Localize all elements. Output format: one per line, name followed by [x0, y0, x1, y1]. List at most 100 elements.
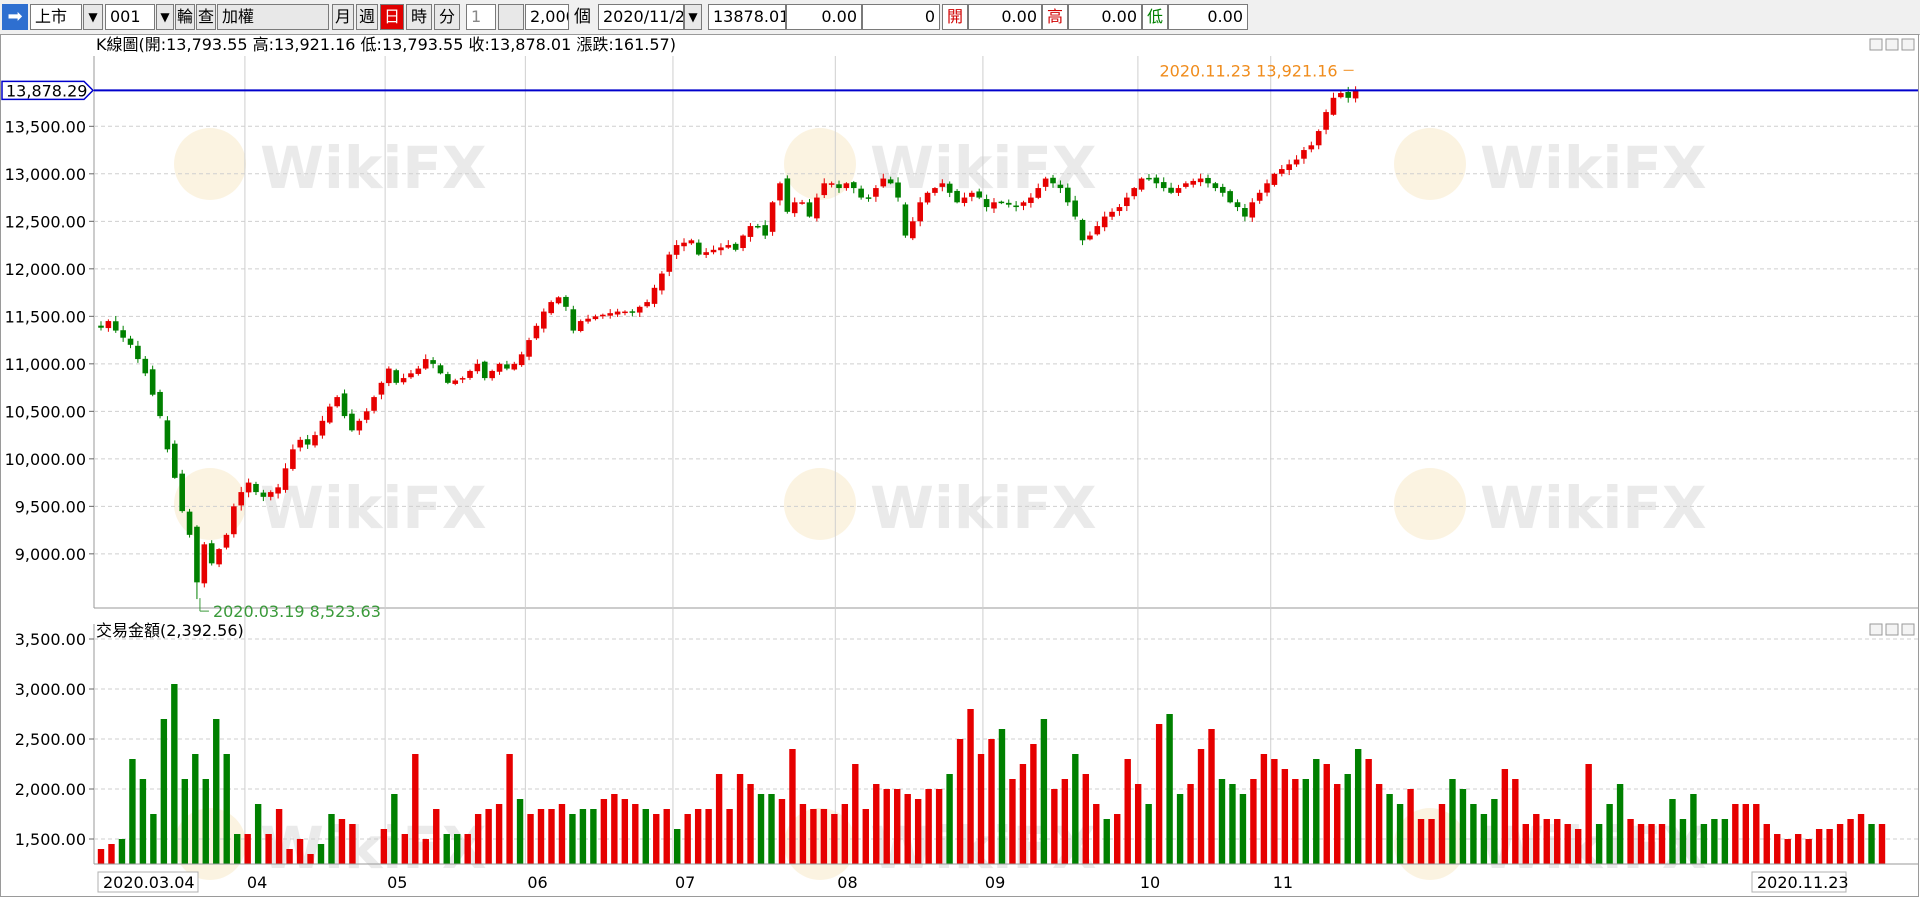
candle-body: [1323, 112, 1329, 130]
open-value: 0.00: [968, 4, 1042, 30]
volume-bar: [789, 749, 796, 864]
candle-body: [673, 245, 680, 255]
candle-body: [363, 411, 370, 420]
candle-body: [504, 364, 510, 369]
chevron-down-icon[interactable]: ▼: [83, 4, 103, 30]
date-input[interactable]: 2020/11/24: [598, 4, 684, 30]
volume-bar: [1595, 824, 1603, 864]
unit-label: 個: [574, 7, 591, 27]
volume-bar: [150, 814, 157, 864]
candle-body: [452, 380, 459, 384]
candle-body: [659, 273, 665, 291]
count-input-a[interactable]: 1: [466, 4, 496, 30]
period-month-button[interactable]: 月: [332, 4, 354, 30]
candle-body: [349, 413, 355, 431]
candle-body: [1035, 188, 1042, 198]
period-day-button[interactable]: 日: [380, 4, 404, 30]
volume-bar: [1155, 724, 1163, 864]
volume-bar: [1721, 819, 1729, 864]
volume-bar: [412, 754, 419, 864]
candle-body: [1094, 226, 1101, 235]
x-edge-box: [1751, 871, 1847, 893]
x-tick-label: 11: [1273, 873, 1293, 892]
watermark-text: WikiFX: [260, 474, 487, 542]
candle-body: [924, 192, 931, 203]
candle-body: [969, 192, 975, 197]
arrow-right-icon[interactable]: ➡: [2, 4, 28, 30]
lun-button[interactable]: 輪: [175, 4, 195, 30]
candle-body: [1109, 211, 1115, 217]
k-chart-title: K線圖(開:13,793.55 高:13,921.16 低:13,793.55 …: [96, 35, 676, 54]
candle-body: [1079, 219, 1086, 241]
restore-icon: [1885, 623, 1899, 636]
market-select[interactable]: 上市: [30, 4, 82, 30]
y-tick-label: 2,500.00: [15, 730, 86, 749]
chevron-down-icon[interactable]: ▼: [684, 4, 702, 30]
candle-body: [836, 184, 842, 189]
volume-bar: [527, 814, 534, 864]
candle-body: [386, 368, 392, 384]
volume-bar: [1491, 799, 1498, 864]
volume-bar: [1533, 814, 1540, 864]
y-tick-label: 12,500.00: [5, 212, 86, 231]
volume-bar: [768, 794, 775, 864]
candle-body: [120, 330, 126, 338]
candle-body: [149, 369, 156, 395]
volume-bar: [1103, 819, 1110, 864]
volume-bar: [1658, 824, 1666, 864]
candle-body: [843, 183, 850, 189]
volume-bar: [1763, 824, 1770, 864]
candle-body: [1116, 207, 1123, 212]
candle-body: [1338, 93, 1344, 98]
volume-bar: [1417, 819, 1425, 864]
candle-body: [518, 354, 525, 366]
volume-bar: [1030, 744, 1037, 864]
y-tick-label: 11,500.00: [5, 307, 86, 326]
cha-button[interactable]: 查: [196, 4, 216, 30]
volume-bar: [1554, 819, 1561, 864]
candle-body: [644, 302, 650, 307]
volume-bar: [705, 809, 712, 864]
code-input[interactable]: 001: [105, 4, 155, 30]
adjust-select[interactable]: 加權: [217, 4, 329, 30]
volume-bar: [1176, 794, 1184, 864]
volume-bar: [1512, 779, 1519, 864]
volume-bar: [181, 779, 189, 864]
candle-body: [1131, 188, 1137, 197]
volume-bar: [485, 809, 492, 864]
chevron-down-icon[interactable]: ▼: [156, 4, 174, 30]
candle-body: [570, 309, 577, 331]
candle-body: [1212, 183, 1219, 189]
volume-bar: [516, 799, 524, 864]
minimize-icon: [1869, 38, 1883, 51]
volume-bar: [1093, 804, 1100, 864]
volume-bar: [694, 809, 702, 864]
spin-button[interactable]: [498, 4, 524, 30]
volume-bar: [904, 794, 911, 864]
candle-body: [563, 296, 569, 307]
candle-body: [533, 325, 540, 339]
candle-body: [1345, 92, 1352, 98]
candle-body: [334, 397, 340, 407]
candle-body: [1057, 184, 1064, 189]
volume-bar: [1449, 779, 1456, 864]
candle-body: [592, 316, 599, 320]
close-icon: [1901, 623, 1915, 636]
period-hour-button[interactable]: 時: [406, 4, 432, 30]
volume-bar: [548, 809, 555, 864]
volume-bar: [223, 754, 230, 864]
candle-body: [622, 311, 628, 314]
volume-bar: [1753, 804, 1760, 864]
count-input-b[interactable]: 2,000: [525, 4, 569, 30]
volume-bar: [1082, 774, 1089, 864]
period-minute-button[interactable]: 分: [434, 4, 460, 30]
volume-bar: [977, 754, 985, 864]
candle-body: [1293, 159, 1300, 165]
candle-body: [865, 197, 872, 199]
volume-bar: [674, 829, 681, 864]
candle-body: [946, 183, 953, 193]
high-label: 高: [1042, 4, 1068, 30]
period-week-button[interactable]: 週: [356, 4, 378, 30]
candle-body: [371, 397, 377, 411]
